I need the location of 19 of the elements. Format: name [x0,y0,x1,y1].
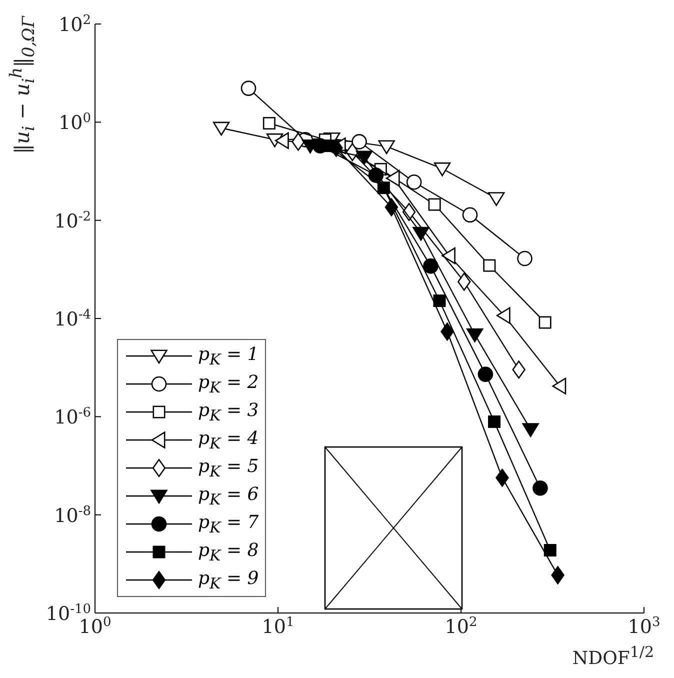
x-tick-label: 10$^{1}$ [262,614,294,638]
y-tick-label: 10$^{-4}$ [54,307,91,330]
y-tick-label: 10$^{-8}$ [54,503,91,527]
x-tick-label: 10$^{3}$ [628,614,660,638]
y-tick-label: 10$^{2}$ [58,12,91,36]
x-tick-label: 10$^{2}$ [444,614,478,638]
legend-label: p$_{K}$ = 7 [198,512,259,536]
x-axis-title: NDOF$^{1/2}$ [572,643,654,669]
legend-label: p$_{K}$ = 9 [198,568,259,592]
legend-label: p$_{K}$ = 6 [198,484,259,508]
legend-label: p$_{K}$ = 5 [198,456,259,480]
y-tick-label: 10$^{-6}$ [54,405,91,429]
legend-label: p$_{K}$ = 8 [198,540,259,564]
legend-label: p$_{K}$ = 1 [198,344,259,368]
legend-label: p$_{K}$ = 4 [198,428,259,452]
y-tick-label: 10$^{-2}$ [54,208,91,232]
y-tick-label: 10$^{0}$ [58,110,91,134]
legend-label: p$_{K}$ = 3 [198,400,259,424]
legend-label: p$_{K}$ = 2 [198,372,259,396]
